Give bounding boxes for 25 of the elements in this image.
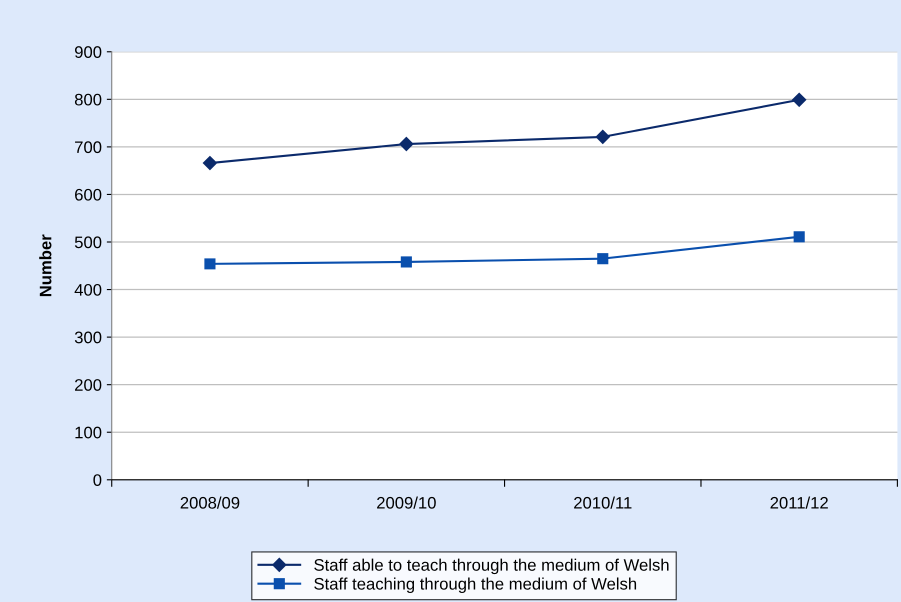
y-tick-label: 300 — [74, 332, 102, 344]
point — [792, 92, 806, 107]
x-tick-label: 2011/12 — [770, 496, 828, 509]
y-tick-label: 500 — [74, 236, 102, 248]
point — [400, 256, 412, 268]
y-tick-label: 700 — [75, 141, 102, 154]
x-tick-label: 2009/10 — [377, 496, 436, 509]
y-tick-label: 900 — [74, 46, 102, 58]
point — [596, 130, 610, 144]
y-tick-label: 800 — [74, 94, 102, 106]
y-tick-label: 400 — [74, 284, 102, 296]
point — [794, 231, 805, 242]
point — [399, 136, 414, 152]
y-tick-label: 200 — [75, 379, 102, 391]
x-tick-label: 2008/09 — [180, 496, 240, 509]
y-tick-label: 0 — [93, 474, 102, 486]
y-tick-label: 100 — [75, 426, 102, 438]
y-tick-label: 600 — [75, 188, 102, 201]
point — [204, 258, 216, 270]
point — [597, 253, 608, 264]
point — [202, 156, 218, 170]
y-axis-title: Number — [39, 234, 52, 296]
legend-label: Staff teaching through the medium of Welsh — [314, 577, 636, 594]
x-tick-label: 2010/11 — [574, 496, 632, 509]
legend-label: Staff able to teach through the medium of Welsh — [314, 558, 668, 574]
